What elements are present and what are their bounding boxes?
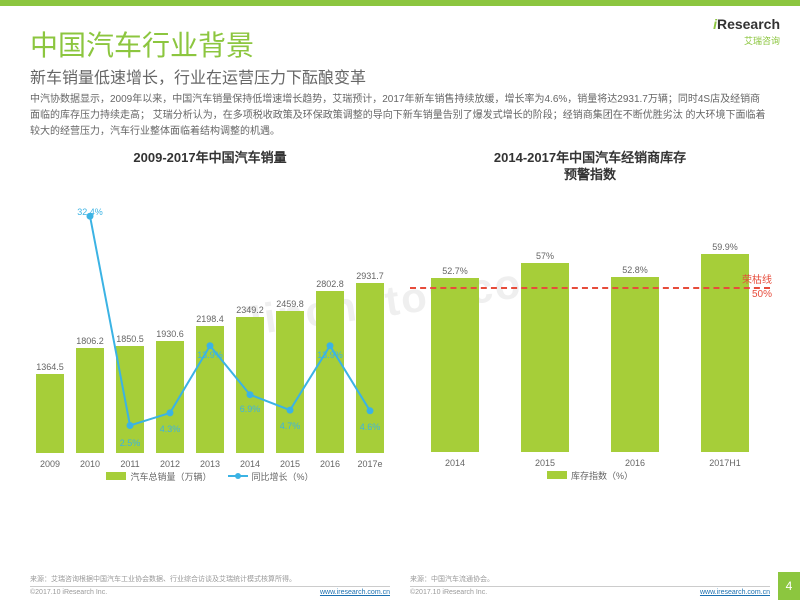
copyright: ©2017.10 iResearch Inc. <box>410 589 487 596</box>
chart2-title: 2014-2017年中国汽车经销商库存 预警指数 <box>410 150 770 184</box>
bar-value-label: 2198.4 <box>196 314 224 324</box>
bar-group: 1850.52011 <box>116 334 144 453</box>
bar-value-label: 2931.7 <box>356 271 384 281</box>
legend-bar: 汽车总销量（万辆） <box>106 470 211 483</box>
x-tick-label: 2016 <box>320 459 340 469</box>
bar-value-label: 52.8% <box>622 265 648 275</box>
x-tick-label: 2017e <box>357 459 382 469</box>
bar <box>276 311 304 453</box>
line-value-label: 13.9% <box>317 350 343 360</box>
bar-group: 2198.42013 <box>196 314 224 453</box>
bar-group: 1364.52009 <box>36 362 64 453</box>
bar-group: 1806.22010 <box>76 336 104 453</box>
bar-value-label: 52.7% <box>442 266 468 276</box>
bar-value-label: 1850.5 <box>116 334 144 344</box>
legend-bar2: 库存指数（%） <box>547 469 633 482</box>
chart2-legend: 库存指数（%） <box>410 469 770 482</box>
chart-inventory: 2014-2017年中国汽车经销商库存 预警指数 52.7%201457%201… <box>410 150 770 550</box>
x-tick-label: 2010 <box>80 459 100 469</box>
bar-value-label: 1364.5 <box>36 362 64 372</box>
bar <box>116 346 144 453</box>
bar-value-label: 57% <box>536 251 554 261</box>
bar-value-label: 2349.2 <box>236 305 264 315</box>
header-accent <box>0 0 800 6</box>
x-tick-label: 2011 <box>120 459 139 469</box>
bar <box>521 263 569 451</box>
page-number: 4 <box>778 572 800 600</box>
footer-right: 来源：中国汽车流通协会。 ©2017.10 iResearch Inc. www… <box>410 574 770 596</box>
bar-swatch-icon <box>106 472 126 480</box>
bar <box>431 278 479 452</box>
footer-left: 来源：艾瑞咨询根据中国汽车工业协会数据、行业综合访谈及艾瑞统计模式核算所得。 ©… <box>30 574 390 596</box>
x-tick-label: 2015 <box>535 458 555 468</box>
bar <box>196 326 224 453</box>
line-swatch-icon <box>228 475 248 477</box>
bar <box>76 348 104 453</box>
body-paragraph: 中汽协数据显示，2009年以来，中国汽车销量保持低增速增长趋势，艾瑞预计，201… <box>30 92 770 140</box>
bar-value-label: 1930.6 <box>156 329 184 339</box>
brand-logo: iResearch 艾瑞咨询 <box>713 16 780 47</box>
bar-group: 2349.22014 <box>236 305 264 453</box>
legend-bar2-label: 库存指数（%） <box>571 469 633 482</box>
bar-value-label: 59.9% <box>712 242 738 252</box>
bar-value-label: 2802.8 <box>316 279 344 289</box>
threshold-line <box>410 287 770 289</box>
chart-sales: 2009-2017年中国汽车销量 1364.520091806.22010185… <box>30 150 390 550</box>
line-value-label: 4.6% <box>360 422 381 432</box>
legend-line: 同比增长（%） <box>228 470 314 483</box>
brand-name: iResearch <box>713 16 780 32</box>
footer: 来源：艾瑞咨询根据中国汽车工业协会数据、行业综合访谈及艾瑞统计模式核算所得。 ©… <box>0 560 800 600</box>
page-title: 中国汽车行业背景 <box>30 24 254 64</box>
x-tick-label: 2016 <box>625 458 645 468</box>
chart1-legend: 汽车总销量（万辆） 同比增长（%） <box>30 470 390 483</box>
bar <box>611 277 659 452</box>
source-1: 来源：艾瑞咨询根据中国汽车工业协会数据、行业综合访谈及艾瑞统计模式核算所得。 <box>30 574 390 584</box>
x-tick-label: 2014 <box>445 458 465 468</box>
chart-row: 2009-2017年中国汽车销量 1364.520091806.22010185… <box>30 150 770 550</box>
chart1-plot: 1364.520091806.220101850.520111930.62012… <box>30 173 390 483</box>
line-value-label: 6.9% <box>240 404 261 414</box>
line-value-label: 4.7% <box>280 421 301 431</box>
bar <box>36 374 64 453</box>
line-value-label: 2.5% <box>120 438 141 448</box>
x-tick-label: 2015 <box>280 459 300 469</box>
bar <box>236 317 264 453</box>
legend-line-label: 同比增长（%） <box>252 470 314 483</box>
x-tick-label: 2017H1 <box>709 458 741 468</box>
x-tick-label: 2009 <box>40 459 60 469</box>
bar-group: 52.8%2016 <box>611 265 659 452</box>
bar <box>316 291 344 453</box>
x-tick-label: 2013 <box>200 459 220 469</box>
bar-value-label: 1806.2 <box>76 336 104 346</box>
source-2: 来源：中国汽车流通协会。 <box>410 574 770 584</box>
bar-group: 2802.82016 <box>316 279 344 453</box>
copyright: ©2017.10 iResearch Inc. <box>30 589 107 596</box>
bar-group: 57%2015 <box>521 251 569 451</box>
line-value-label: 32.4% <box>77 207 103 217</box>
chart2-plot: 52.7%201457%201552.8%201659.9%2017H1 库存指… <box>410 190 770 482</box>
bar-swatch-icon <box>547 471 567 479</box>
brand-sub: 艾瑞咨询 <box>713 34 780 47</box>
line-value-label: 4.3% <box>160 424 181 434</box>
page-subtitle: 新车销量低速增长，行业在运营压力下酝酿变革 <box>30 64 366 88</box>
footer-link-1[interactable]: www.iresearch.com.cn <box>320 589 390 596</box>
x-tick-label: 2014 <box>240 459 260 469</box>
line-value-label: 13.9% <box>197 350 223 360</box>
bar-group: 52.7%2014 <box>431 266 479 452</box>
bar <box>156 341 184 453</box>
x-tick-label: 2012 <box>160 459 180 469</box>
chart2-title-l1: 2014-2017年中国汽车经销商库存 <box>410 150 770 167</box>
threshold-label: 荣枯线 <box>742 271 772 286</box>
threshold-pct: 50% <box>752 289 772 300</box>
legend-bar-label: 汽车总销量（万辆） <box>130 470 211 483</box>
chart1-title: 2009-2017年中国汽车销量 <box>30 150 390 167</box>
bar-value-label: 2459.8 <box>276 299 304 309</box>
chart2-title-l2: 预警指数 <box>410 167 770 184</box>
footer-link-2[interactable]: www.iresearch.com.cn <box>700 589 770 596</box>
